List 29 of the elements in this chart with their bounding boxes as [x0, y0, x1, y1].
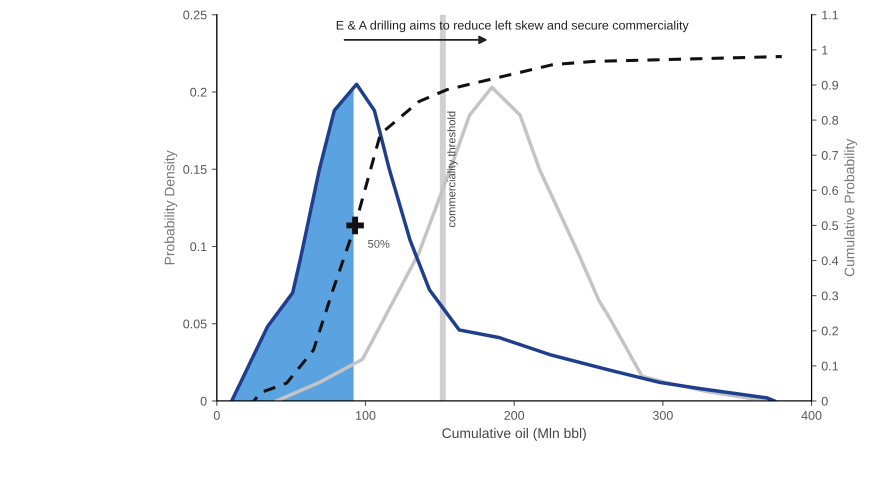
series-label: 50%	[368, 240, 390, 248]
y-axis-title: Probability Density	[164, 150, 178, 264]
x-tick-label: 0	[214, 411, 220, 420]
x-tick-label: 300	[652, 411, 673, 420]
y2-tick-label: 0	[822, 396, 828, 406]
y2-tick-label: 0.3	[822, 291, 838, 300]
y-tick-label: 0.15	[183, 165, 207, 174]
y2-tick-label: 0.5	[822, 221, 838, 230]
y2-axis-title: Cumulative Probability	[844, 138, 858, 276]
y2-tick-label: 0.2	[822, 326, 838, 336]
x-tick-label: 400	[801, 411, 822, 420]
y2-tick-label: 0.8	[822, 116, 838, 125]
y-tick-label: 0	[200, 396, 207, 406]
y2-tick-label: 0.4	[822, 256, 838, 266]
y2-tick-label: 0.6	[822, 186, 838, 195]
y2-tick-label: 1	[822, 46, 828, 54]
x-axis-title: Cumulative oil (Mln bbl)	[442, 428, 586, 441]
y2-tick-label: 0.9	[822, 80, 838, 90]
y-tick-label: 0.1	[190, 242, 206, 252]
y2-tick-label: 1.1	[822, 10, 838, 20]
y2-tick-label: 0.7	[822, 151, 838, 160]
y-tick-label: 0.25	[183, 10, 207, 20]
y-tick-label: 0.2	[190, 88, 206, 97]
x-tick-label: 200	[504, 411, 524, 420]
y2-tick-label: 0.1	[822, 362, 838, 371]
x-tick-label: 100	[356, 411, 376, 420]
annotation: E & A drilling aims to reduce left skew and secure commerciality	[336, 20, 689, 32]
y-tick-label: 0.05	[183, 320, 207, 328]
band-label: commerciality threshold	[447, 112, 458, 228]
